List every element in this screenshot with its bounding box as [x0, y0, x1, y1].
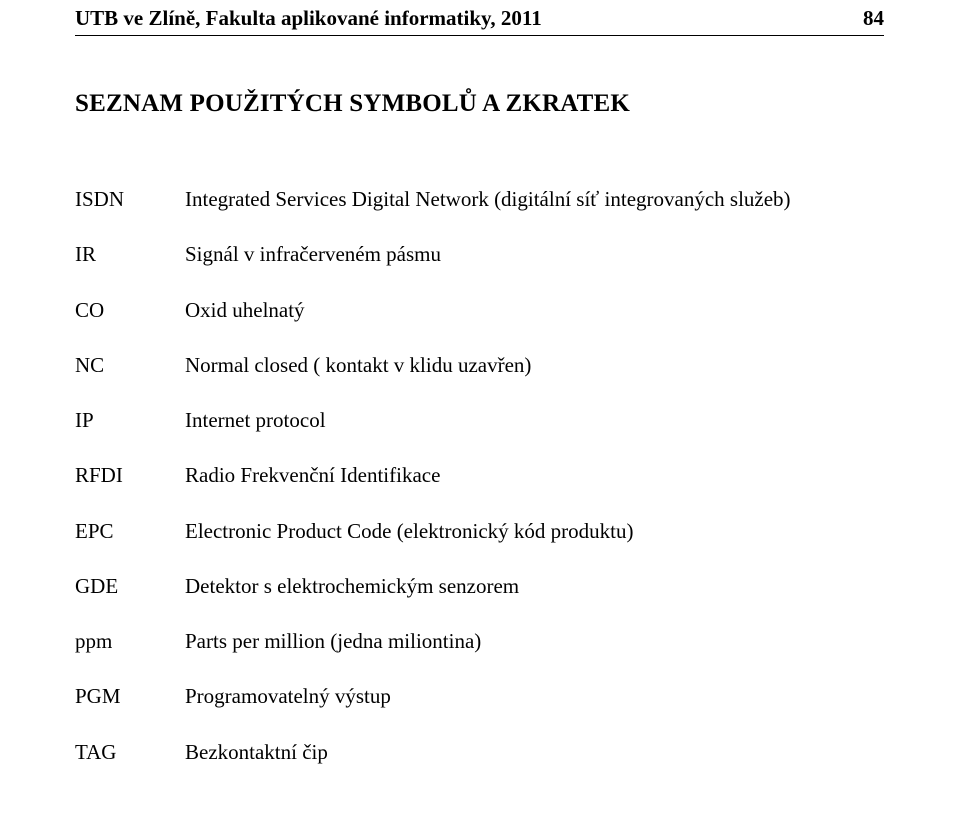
term-def: Programovatelný výstup — [185, 683, 884, 709]
term-def: Integrated Services Digital Network (dig… — [185, 186, 884, 212]
term-abbr: IP — [75, 407, 175, 433]
term-def: Electronic Product Code (elektronický kó… — [185, 518, 884, 544]
page-header: UTB ve Zlíně, Fakulta aplikované informa… — [75, 0, 884, 36]
term-abbr: ISDN — [75, 186, 175, 212]
page-container: UTB ve Zlíně, Fakulta aplikované informa… — [0, 0, 959, 765]
header-institution: UTB ve Zlíně, Fakulta aplikované informa… — [75, 6, 542, 31]
section-title: SEZNAM POUŽITÝCH SYMBOLŮ A ZKRATEK — [75, 90, 884, 118]
term-abbr: NC — [75, 352, 175, 378]
page-number: 84 — [863, 6, 884, 31]
term-def: Signál v infračerveném pásmu — [185, 241, 884, 267]
terms-grid: ISDN Integrated Services Digital Network… — [75, 186, 884, 765]
term-abbr: EPC — [75, 518, 175, 544]
term-def: Parts per million (jedna miliontina) — [185, 628, 884, 654]
term-abbr: RFDI — [75, 462, 175, 488]
term-def: Normal closed ( kontakt v klidu uzavřen) — [185, 352, 884, 378]
term-def: Oxid uhelnatý — [185, 297, 884, 323]
term-abbr: TAG — [75, 739, 175, 765]
term-abbr: GDE — [75, 573, 175, 599]
term-def: Radio Frekvenční Identifikace — [185, 462, 884, 488]
term-abbr: CO — [75, 297, 175, 323]
term-abbr: ppm — [75, 628, 175, 654]
term-abbr: IR — [75, 241, 175, 267]
term-def: Internet protocol — [185, 407, 884, 433]
term-abbr: PGM — [75, 683, 175, 709]
term-def: Detektor s elektrochemickým senzorem — [185, 573, 884, 599]
term-def: Bezkontaktní čip — [185, 739, 884, 765]
